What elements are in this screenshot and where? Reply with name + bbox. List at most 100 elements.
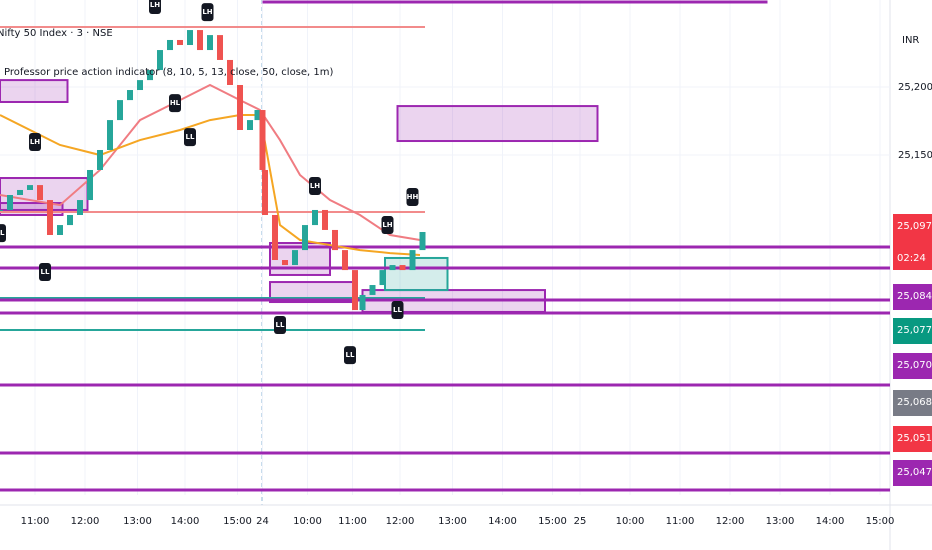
candle	[17, 189, 23, 196]
candle	[127, 90, 133, 101]
x-tick-label: 10:00	[616, 516, 645, 527]
currency: INR	[902, 35, 919, 46]
candle	[352, 270, 358, 311]
candle	[57, 225, 63, 235]
x-tick-label: 15:00	[538, 516, 567, 527]
x-tick-label: 14:00	[816, 516, 845, 527]
x-tick-label: 15:00	[866, 516, 895, 527]
swing-marker	[309, 177, 321, 196]
swing-marker	[0, 224, 6, 243]
swing-label: LH	[382, 221, 392, 229]
x-tick-label: 12:00	[71, 516, 100, 527]
candle	[167, 39, 173, 51]
swing-label: HH	[407, 193, 419, 201]
price-tag-label: 25,068.45	[897, 397, 932, 408]
candle	[227, 59, 233, 85]
zone	[0, 79, 69, 103]
candle	[302, 225, 308, 251]
price-tag	[893, 214, 932, 270]
symbol-title: Nifty 50 Index · 3 · NSE	[0, 28, 113, 39]
swing-label: LH	[310, 182, 320, 190]
candle	[379, 270, 386, 286]
swing-label: LL	[41, 268, 50, 276]
candle	[177, 39, 183, 46]
candle	[107, 120, 113, 150]
swing-marker	[344, 346, 356, 365]
x-tick-label: 15:00	[223, 516, 252, 527]
x-tick-label: 11:00	[338, 516, 367, 527]
candle	[27, 185, 33, 190]
candle	[399, 265, 406, 271]
x-tick-label: 10:00	[293, 516, 322, 527]
swing-marker	[184, 128, 196, 147]
swing-marker	[274, 316, 286, 335]
x-tick-label: 11:00	[21, 516, 50, 527]
y-tick-label: 25,200.00	[898, 82, 932, 93]
candle	[117, 100, 123, 121]
price-tag	[893, 353, 932, 379]
plot-area: LH LH HL LL LH LL LH LH HH LL LL LL LL	[0, 0, 890, 495]
swing-label: LL	[346, 351, 355, 359]
swing-label: LL	[393, 306, 402, 314]
x-tick-label: 14:00	[488, 516, 517, 527]
x-tick-label: 13:00	[766, 516, 795, 527]
indicator-title: Professor price action indicator (8, 10,…	[4, 67, 334, 78]
candle	[187, 30, 193, 46]
moving-average	[0, 114, 421, 256]
candle	[389, 265, 396, 271]
candle	[369, 285, 376, 295]
candle	[247, 120, 253, 131]
x-tick-label: 12:00	[716, 516, 745, 527]
candle	[67, 214, 73, 226]
swing-label: LL	[0, 229, 5, 237]
candle	[312, 209, 318, 226]
swing-label: LH	[150, 1, 160, 9]
candle	[197, 30, 203, 51]
zone	[396, 105, 599, 143]
swing-marker	[381, 216, 394, 235]
swing-label: HL	[170, 99, 181, 107]
candle	[37, 185, 43, 201]
swing-label: LH	[30, 138, 40, 146]
candle	[342, 250, 348, 271]
candle	[7, 195, 13, 210]
swing-marker	[201, 3, 214, 22]
price-tag-label: 25,051.35	[897, 433, 932, 444]
price-tag-label: 25,084.30	[897, 291, 932, 302]
candle	[262, 169, 268, 215]
x-tick-label: 12:00	[386, 516, 415, 527]
price-tag	[893, 426, 932, 452]
candle	[409, 250, 416, 271]
price-tag	[893, 460, 932, 486]
swing-marker	[169, 94, 181, 113]
candle	[282, 260, 288, 266]
swing-label: LL	[186, 133, 195, 141]
x-tick-label: 25	[574, 516, 587, 527]
zone	[0, 202, 64, 216]
swing-label: LH	[202, 8, 212, 16]
moving-average	[0, 83, 421, 242]
candle	[0, 209, 3, 211]
x-tick-label: 11:00	[666, 516, 695, 527]
candle	[322, 209, 328, 230]
swing-label: LL	[276, 321, 285, 329]
candle	[87, 169, 93, 201]
candle	[157, 50, 163, 71]
price-tag-label: 25,077.40	[897, 325, 932, 336]
candle	[359, 294, 366, 311]
candle	[254, 110, 261, 121]
price-tag-label: 25,097.35	[897, 221, 932, 232]
candle	[259, 110, 266, 170]
swing-marker	[406, 188, 419, 207]
swing-marker	[39, 262, 51, 281]
price-tag	[893, 390, 932, 416]
x-tick-label: 24	[256, 516, 269, 527]
candle	[207, 35, 213, 51]
price-tag	[893, 318, 932, 344]
candle	[77, 200, 83, 215]
swing-marker	[149, 0, 161, 15]
y-tick-label: 25,150.00	[898, 150, 932, 161]
candle	[272, 214, 278, 261]
